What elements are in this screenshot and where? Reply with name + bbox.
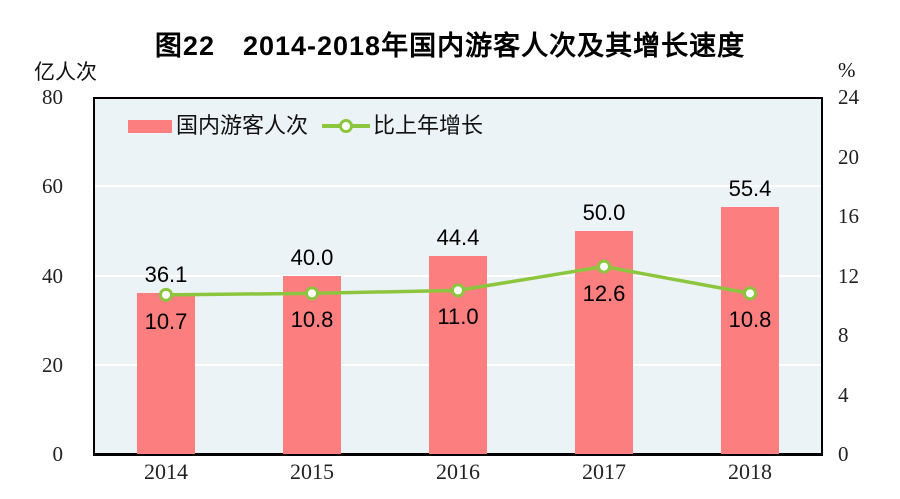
y-axis-tick-left: 60 [42,174,63,199]
bar-value-label: 44.4 [436,224,480,250]
gridline [95,185,821,188]
y-axis-tick-right: 16 [838,204,859,228]
y-axis-tick-right: 12 [838,263,859,288]
y-axis-tick-left: 0 [52,442,64,466]
x-axis-label-2017: 2017 [582,459,626,484]
x-axis-label-2018: 2018 [728,459,772,484]
bar-value-label: 36.1 [144,261,188,287]
y-axis-tick-right: 4 [838,382,849,407]
bar-2014 [137,292,195,454]
bar-value-label: 55.4 [728,175,772,201]
growth-value-label: 10.8 [290,307,334,333]
bar-2017 [575,230,633,454]
y-axis-tick-left: 40 [42,263,63,288]
legend-bar-series-label: 国内游客人次 [176,113,309,138]
y-axis-tick-right: 24 [838,85,859,109]
y-axis-tick-right: 0 [838,442,849,466]
x-axis-label-2016: 2016 [436,459,480,484]
legend-line-swatch [322,119,370,133]
growth-value-label: 11.0 [437,304,479,330]
bar-2018 [721,206,779,454]
left-axis-unit-label: 亿人次 [34,61,97,84]
y-axis-tick-left: 80 [42,85,63,109]
x-axis-label-2015: 2015 [290,459,334,484]
y-axis-tick-right: 8 [838,323,849,347]
y-axis-tick-left: 20 [42,352,63,377]
growth-value-label: 10.8 [728,307,772,333]
growth-value-label: 12.6 [582,280,626,306]
bar-value-label: 40.0 [290,244,334,270]
growth-value-label: 10.7 [144,308,188,334]
legend-line-series-label: 比上年增长 [373,113,484,138]
bar-2015 [283,275,341,454]
bar-value-label: 50.0 [582,199,626,225]
chart-title: 图22 2014-2018年国内游客人次及其增长速度 [154,31,746,61]
legend-marker-glyph [339,119,353,133]
right-axis-unit-label: % [838,58,856,82]
x-axis-label-2014: 2014 [144,459,188,484]
legend-bar-swatch [128,120,172,133]
y-axis-tick-right: 20 [838,144,859,169]
bar-2016 [429,255,487,454]
